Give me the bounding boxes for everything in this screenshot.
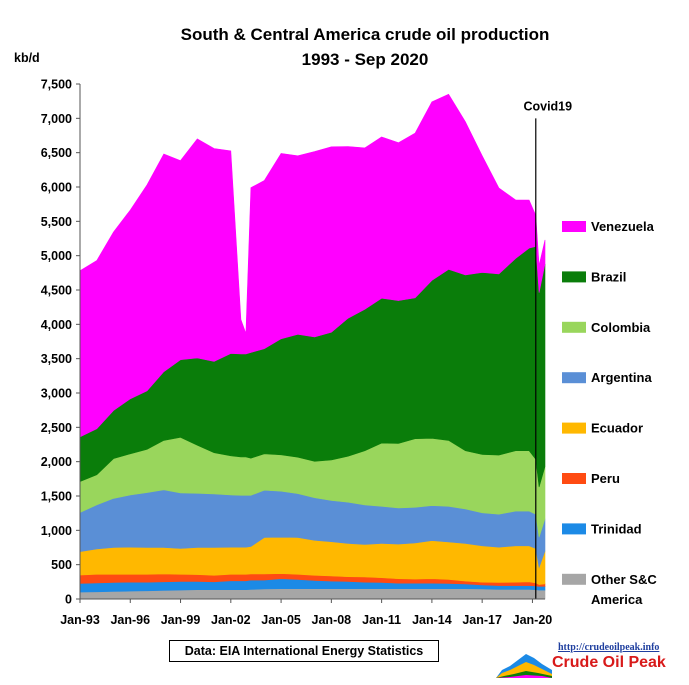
chart-subtitle: 1993 - Sep 2020 xyxy=(302,50,429,69)
y-tick-label: 1,000 xyxy=(41,524,72,538)
legend-swatch xyxy=(562,271,586,283)
y-tick-label: 2,500 xyxy=(41,421,72,435)
legend-label-peru: Peru xyxy=(591,471,620,486)
y-tick-label: 3,000 xyxy=(41,387,72,401)
y-tick-label: 6,500 xyxy=(41,146,72,160)
x-axis: Jan-93 Jan-96 Jan-99 Jan-02 Jan-05 Jan-08 Jan-… xyxy=(60,599,552,627)
y-axis: 0 500 1,000 1,500 2,000 2,500 3,000 3,500 4,000 4… xyxy=(41,78,80,607)
legend-swatch xyxy=(562,372,586,384)
legend-swatch xyxy=(562,221,586,232)
y-tick-label: 6,000 xyxy=(41,181,72,195)
legend-label-trinidad: Trinidad xyxy=(591,521,642,536)
legend-label-ecuador: Ecuador xyxy=(591,421,643,436)
chart-title: South & Central America crude oil produc… xyxy=(181,25,550,44)
legend-label-colombia: Colombia xyxy=(591,320,651,335)
data-source-note: Data: EIA International Energy Statistic… xyxy=(169,640,439,662)
logo-name: Crude Oil Peak xyxy=(552,654,666,671)
x-tick-label: Jan-99 xyxy=(161,613,201,627)
area-venezuela xyxy=(79,93,546,438)
oil-peak-chart-icon xyxy=(496,654,552,678)
legend-swatch xyxy=(562,321,586,333)
y-tick-label: 5,500 xyxy=(41,215,72,229)
legend-label-argentina: Argentina xyxy=(591,370,652,385)
x-tick-label: Jan-11 xyxy=(362,613,401,627)
legend-swatch xyxy=(562,473,586,484)
y-tick-label: 7,000 xyxy=(41,112,72,126)
x-tick-label: Jan-02 xyxy=(211,613,251,627)
y-tick-label: 4,500 xyxy=(41,284,72,298)
legend-swatch xyxy=(562,523,586,535)
x-tick-label: Jan-93 xyxy=(60,613,100,627)
y-tick-label: 3,500 xyxy=(41,352,72,366)
y-tick-label: 1,500 xyxy=(41,490,72,504)
x-tick-label: Jan-20 xyxy=(513,613,553,627)
crude-oil-peak-logo[interactable]: http://crudeoilpeak.info Crude Oil Peak xyxy=(494,642,684,682)
x-tick-label: Jan-14 xyxy=(412,613,452,627)
y-axis-label: kb/d xyxy=(14,51,40,65)
legend: Venezuela Brazil Colombia Argentina Ecuador P… xyxy=(562,219,657,607)
legend-label-brazil: Brazil xyxy=(591,269,626,284)
legend-swatch xyxy=(562,573,586,585)
logo-url-link[interactable]: http://crudeoilpeak.info xyxy=(558,642,660,653)
x-tick-label: Jan-05 xyxy=(261,613,301,627)
y-tick-label: 5,000 xyxy=(41,249,72,263)
legend-label-other-s-c-america: Other S&C America xyxy=(591,572,657,607)
legend-label-venezuela: Venezuela xyxy=(591,219,655,234)
y-tick-label: 0 xyxy=(65,593,72,607)
x-tick-label: Jan-96 xyxy=(110,613,150,627)
legend-swatch xyxy=(562,422,586,434)
covid19-annotation: Covid19 xyxy=(523,99,572,113)
plot-area: Covid19 xyxy=(79,84,572,600)
y-tick-label: 500 xyxy=(51,558,72,572)
y-tick-label: 4,000 xyxy=(41,318,72,332)
y-tick-label: 7,500 xyxy=(41,78,72,92)
y-tick-label: 2,000 xyxy=(41,455,72,469)
x-tick-label: Jan-17 xyxy=(462,613,502,627)
x-tick-label: Jan-08 xyxy=(312,613,352,627)
